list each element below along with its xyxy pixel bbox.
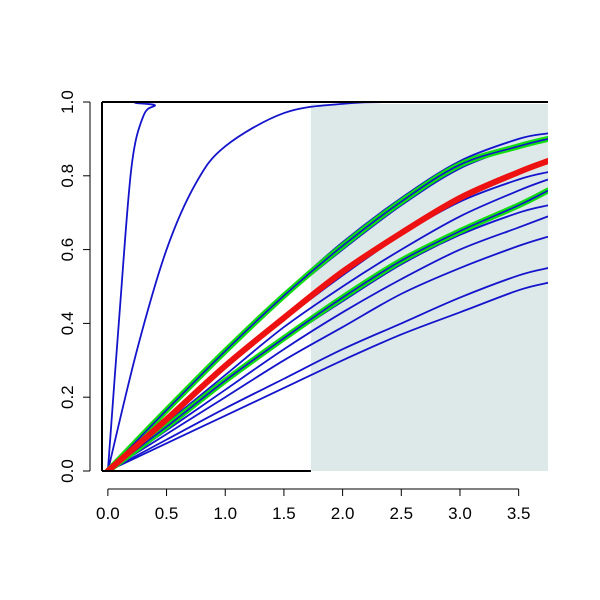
shaded-region	[310, 104, 548, 471]
x-tick-label: 0.5	[155, 504, 179, 523]
x-tick-label: 1.5	[272, 504, 296, 523]
y-tick-label: 0.2	[58, 385, 77, 409]
y-tick-label: 0.0	[58, 459, 77, 483]
y-tick-label: 1.0	[58, 90, 77, 114]
x-tick-label: 2.5	[389, 504, 413, 523]
x-tick-label: 3.0	[448, 504, 472, 523]
series-highlight-line	[104, 158, 548, 471]
x-tick-label: 1.0	[213, 504, 237, 523]
y-tick-label: 0.8	[58, 164, 77, 188]
series-line-0	[106, 102, 548, 471]
series-line-7	[107, 215, 548, 471]
y-tick-label: 0.6	[58, 238, 77, 262]
x-tick-label: 2.0	[331, 504, 355, 523]
series-line-9	[107, 267, 548, 471]
plot-frame	[101, 101, 548, 472]
series-line-5	[107, 178, 548, 471]
series-band-core-line	[107, 138, 548, 471]
series-group	[104, 102, 548, 471]
x-axis: 0.0 0.5 1.0 1.5 2.0 2.5 3.0 3.5	[96, 488, 531, 523]
y-axis: 0.0 0.2 0.4 0.6 0.8 1.0	[58, 90, 91, 483]
x-tick-label: 0.0	[96, 504, 120, 523]
y-tick-label: 0.4	[58, 312, 77, 336]
x-tick-label: 3.5	[507, 504, 531, 523]
series-band-core-line	[107, 189, 548, 471]
series-line-10	[107, 281, 548, 471]
series-line-8	[107, 235, 548, 471]
